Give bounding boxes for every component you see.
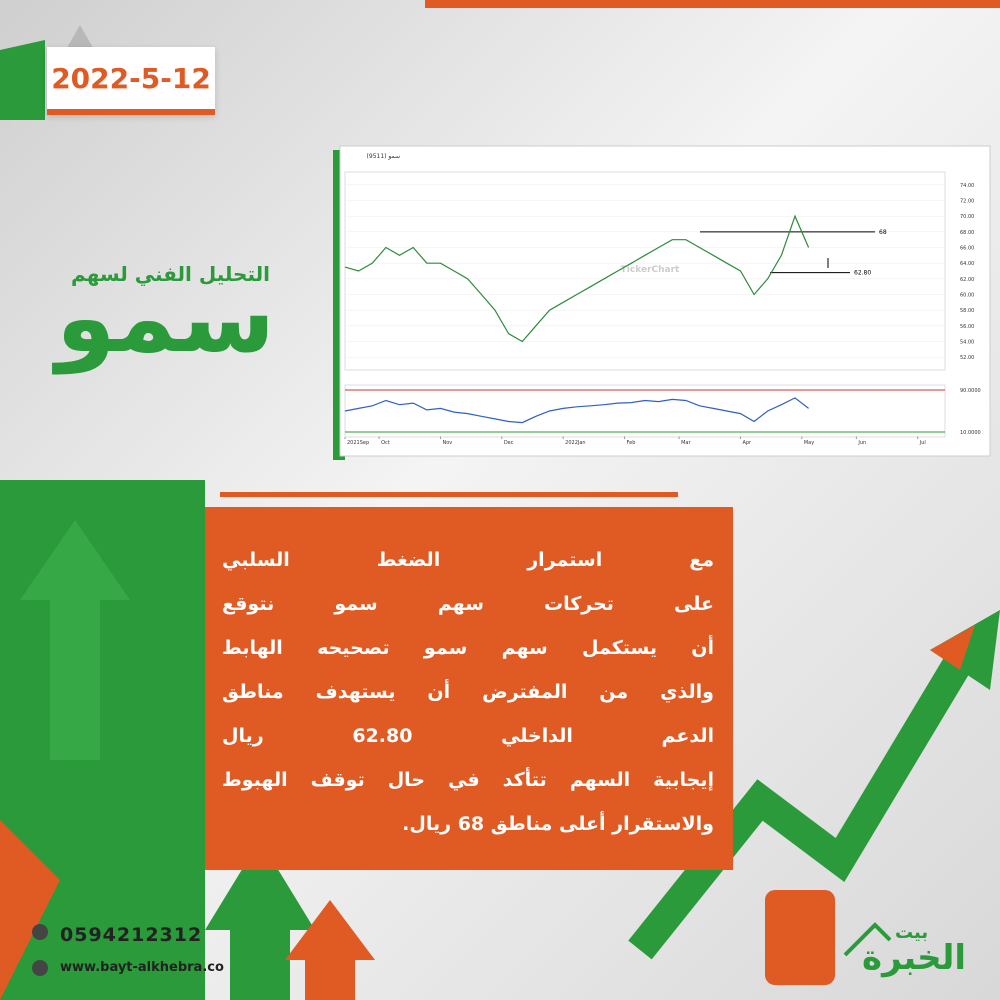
paragraph-line: والاستقرار أعلى مناطق 68 ريال. — [402, 813, 714, 835]
paragraph-line: إيجابية السهم تتأكد في حال توقف الهبوط — [222, 769, 714, 791]
y-tick-label: 68.00 — [960, 230, 974, 236]
watermark: TickerChart — [621, 265, 680, 275]
subtitle: التحليل الفني لسهم — [71, 262, 270, 286]
level-label: 68 — [879, 229, 887, 236]
chart-frame — [339, 145, 991, 457]
trend-arrow — [628, 652, 973, 960]
y-tick-label: 52.00 — [960, 355, 974, 361]
phone-icon — [32, 924, 48, 940]
x-tick-label: 2021Sep — [347, 440, 369, 446]
price-line — [344, 214, 810, 343]
price-line — [344, 397, 809, 424]
deco-arrow — [20, 520, 130, 760]
top-bar — [425, 0, 1000, 8]
paragraph-line: أن يستكمل سهم سمو تصحيحه الهابط — [222, 637, 714, 659]
y-tick-label: 58.00 — [960, 308, 974, 314]
x-tick-label: May — [804, 440, 814, 446]
web-icon — [32, 960, 48, 976]
logo-top: بيت — [895, 922, 929, 943]
title: سمو — [56, 262, 275, 374]
deco-orange — [765, 890, 835, 985]
separator — [220, 492, 678, 497]
paragraph: مع استمرار الضغط السلبي على تحركات سهم سم… — [222, 538, 714, 846]
x-tick-label: Mar — [681, 440, 691, 446]
trend-arrow-tip — [930, 625, 975, 670]
paragraph-line: الدعم الداخلي 62.80 ريال — [222, 725, 714, 747]
chart-title: سمو (9511) — [367, 153, 400, 160]
y-tick-label: 60.00 — [960, 293, 974, 299]
text-panel — [205, 507, 733, 870]
y-tick-label: 66.00 — [960, 246, 974, 252]
deco-orange — [0, 820, 60, 1000]
paragraph-line: مع استمرار الضغط السلبي — [222, 549, 714, 571]
y-tick-label: 72.00 — [960, 199, 974, 205]
y-tick-label: 70.00 — [960, 214, 974, 220]
x-tick-label: Feb — [627, 440, 636, 446]
x-tick-label: 2022Jan — [565, 440, 585, 446]
logo-roof — [843, 922, 892, 957]
x-tick-label: Dec — [504, 440, 514, 446]
website: www.bayt-alkhebra.co — [60, 960, 224, 975]
y-tick-label: 74.00 — [960, 183, 974, 189]
y-tick-label: 10.0000 — [960, 430, 981, 436]
paragraph-line: على تحركات سهم سمو نتوقع — [222, 593, 714, 615]
y-tick-label: 90.0000 — [960, 388, 981, 394]
y-tick-label: 56.00 — [960, 324, 974, 330]
x-tick-label: Nov — [442, 440, 452, 446]
x-tick-label: Jul — [919, 440, 926, 446]
x-tick-label: Oct — [381, 440, 390, 446]
y-tick-label: 62.00 — [960, 277, 974, 283]
deco-arrow — [285, 900, 375, 1000]
y-tick-label: 64.00 — [960, 261, 974, 267]
x-tick-label: Jun — [857, 440, 866, 446]
paragraph-line: والذي من المفترض أن يستهدف مناطق — [222, 681, 714, 703]
level-label: 62.80 — [854, 270, 871, 277]
corner-green — [0, 40, 45, 120]
date: 2022-5-12 — [47, 47, 215, 115]
plot-area — [344, 171, 946, 371]
logo: الخبرة — [862, 938, 967, 978]
phone: 0594212312 — [60, 924, 203, 946]
stock-chart: سمو (9511) TickerChart 52.00 54.00 56.00 58.0… — [344, 153, 981, 446]
y-tick-label: 54.00 — [960, 340, 974, 346]
x-tick-label: Apr — [742, 440, 752, 446]
